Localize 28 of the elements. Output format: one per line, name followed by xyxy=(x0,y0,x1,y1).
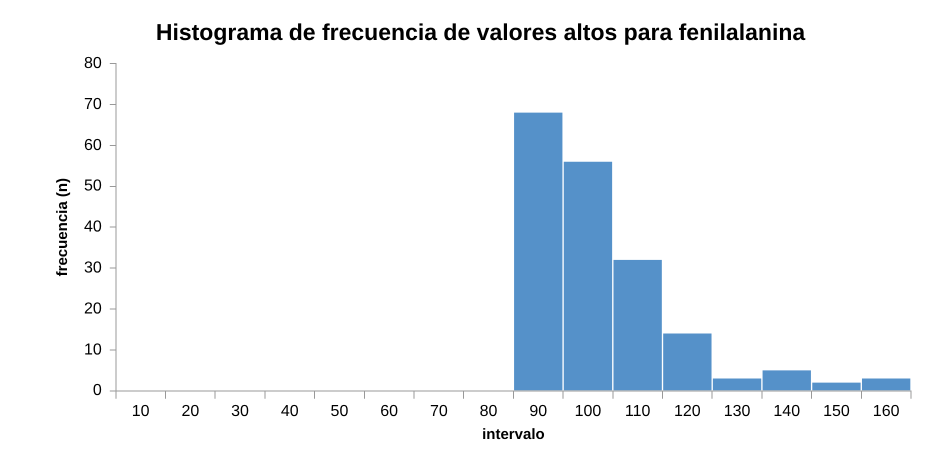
x-tick-label: 20 xyxy=(181,402,200,420)
x-tick-label: 150 xyxy=(823,402,850,420)
x-tick-label: 50 xyxy=(330,402,348,420)
x-tick-label: 10 xyxy=(132,402,150,420)
x-tick-label: 60 xyxy=(380,402,398,420)
x-axis-title: intervalo xyxy=(482,426,545,444)
y-tick-label: 0 xyxy=(92,382,102,400)
x-tick-label: 110 xyxy=(624,402,650,420)
chart-title: Histograma de frecuencia de valores altos para fenilalanina xyxy=(156,19,806,46)
y-tick-label: 40 xyxy=(84,218,102,236)
y-tick-label: 50 xyxy=(84,178,102,195)
x-tick-label: 160 xyxy=(872,402,900,420)
x-tick-label: 40 xyxy=(280,402,299,420)
x-tick-label: 100 xyxy=(574,402,602,420)
y-tick-label: 80 xyxy=(84,55,102,72)
x-tick-label: 140 xyxy=(773,402,800,420)
x-tick-label: 30 xyxy=(231,402,250,420)
x-tick-label: 70 xyxy=(430,402,448,420)
y-axis-title: frecuencia (n) xyxy=(54,178,72,276)
y-tick-label: 10 xyxy=(84,341,102,358)
x-tick-label: 120 xyxy=(674,402,701,420)
y-tick-label: 70 xyxy=(84,96,102,113)
x-tick-label: 130 xyxy=(724,402,750,420)
y-tick-label: 20 xyxy=(84,300,102,318)
y-tick-label: 60 xyxy=(84,136,102,154)
x-tick-label: 90 xyxy=(529,402,548,420)
x-tick-label: 80 xyxy=(480,402,498,420)
y-tick-label: 30 xyxy=(84,260,102,277)
